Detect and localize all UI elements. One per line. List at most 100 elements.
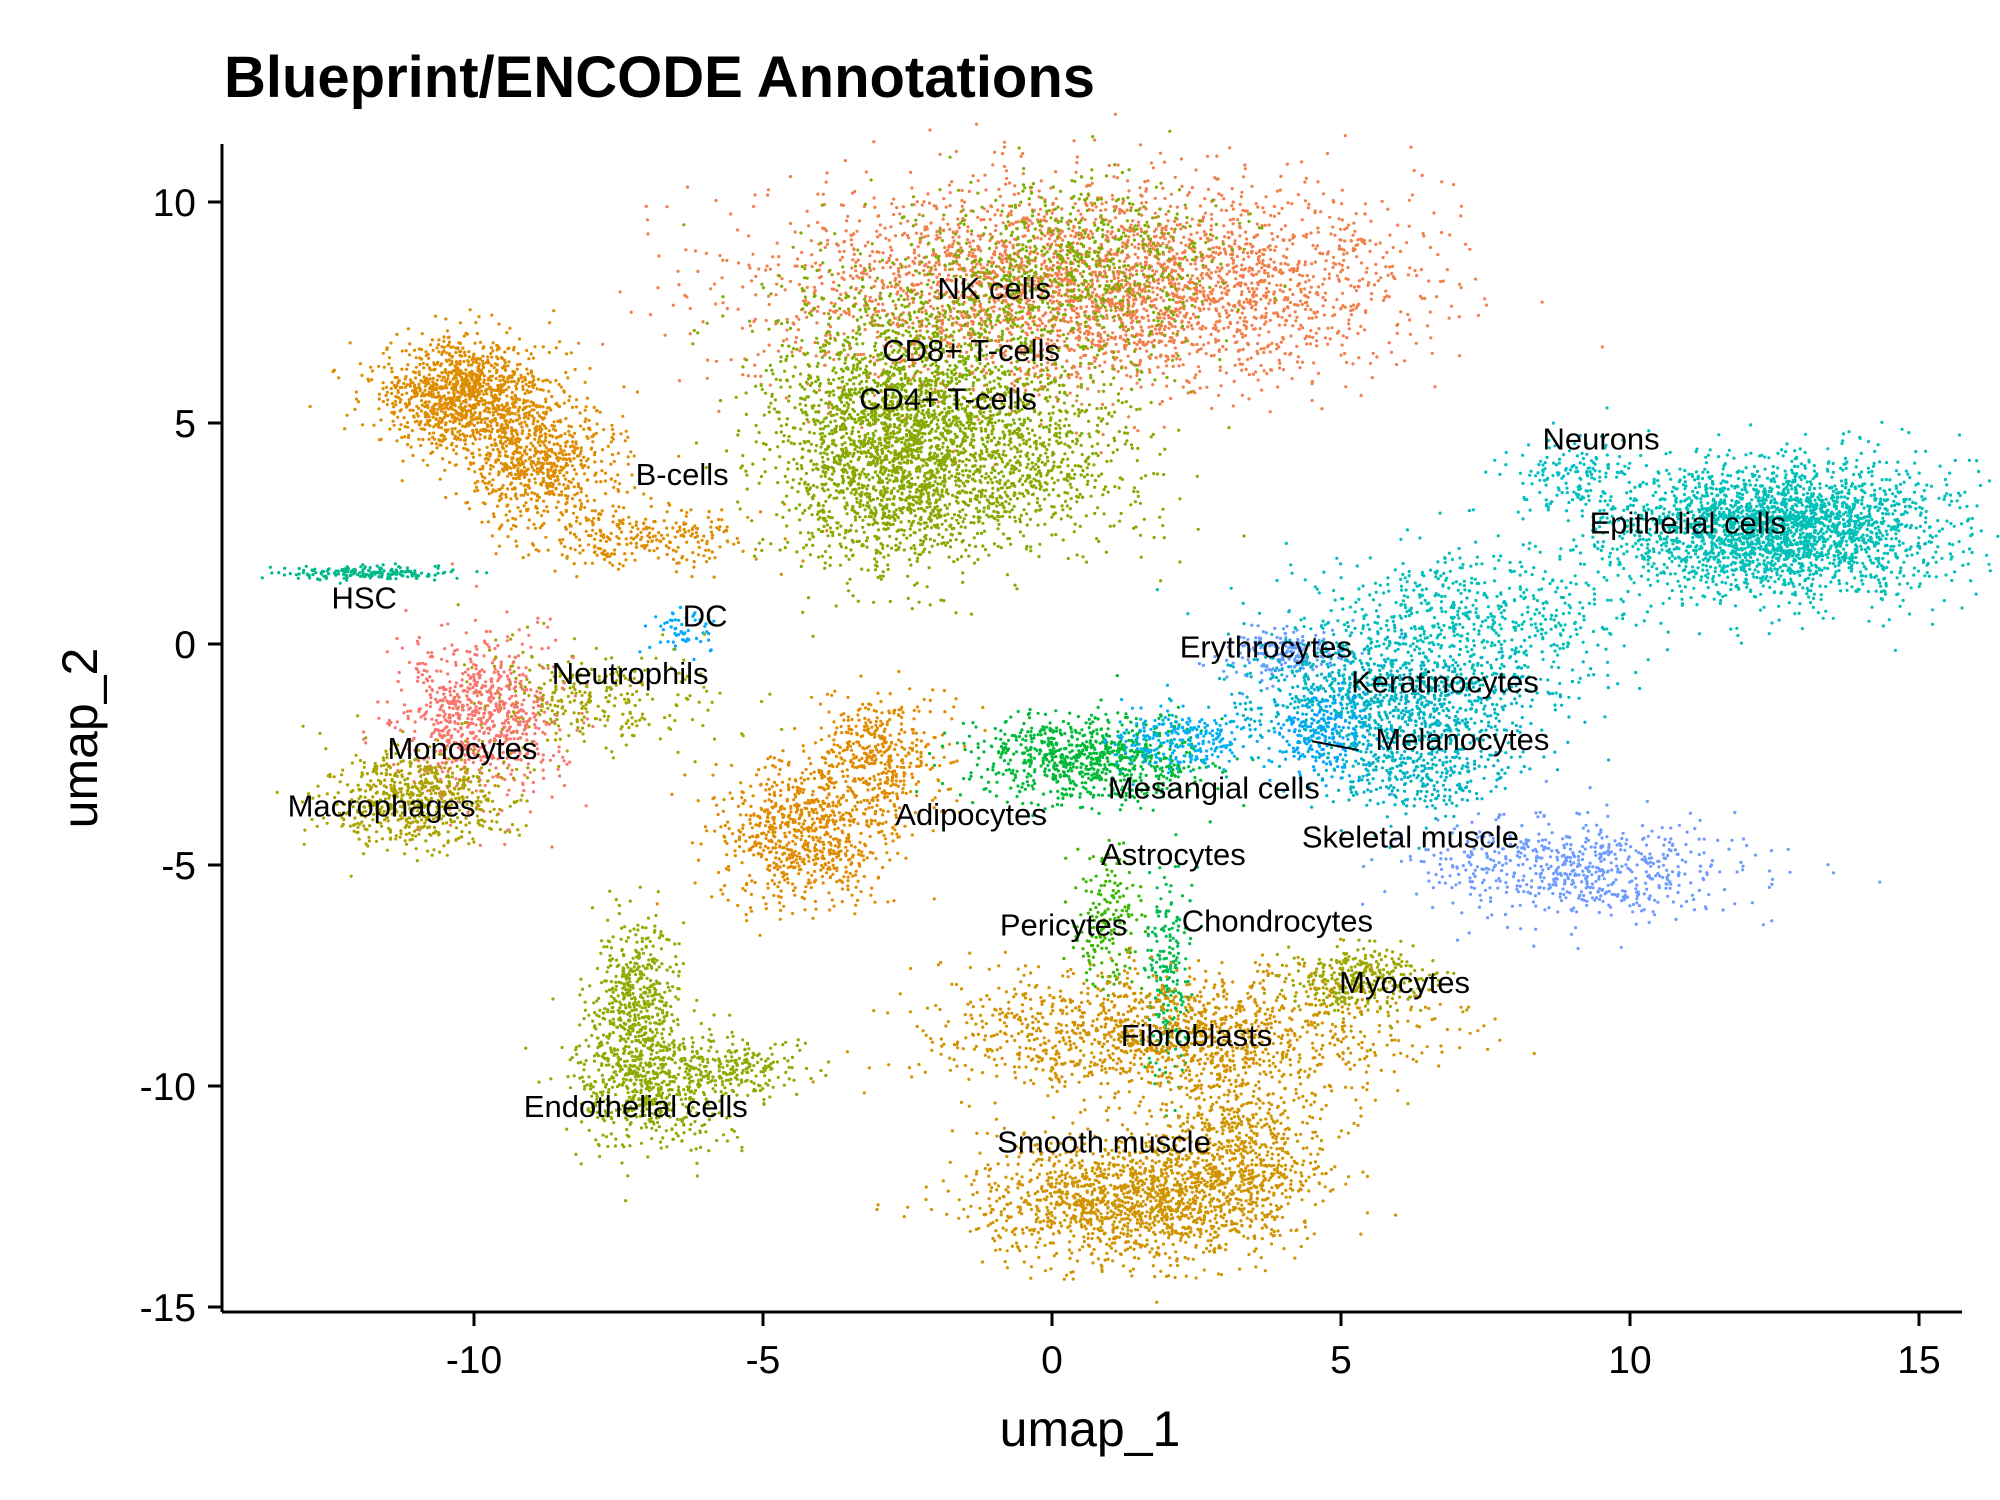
data-point — [820, 281, 824, 286]
data-point — [1331, 255, 1336, 259]
data-point — [1078, 364, 1082, 368]
data-point — [729, 212, 733, 216]
data-point — [935, 233, 939, 237]
data-point — [823, 363, 827, 367]
data-point — [1335, 274, 1339, 278]
data-point — [1022, 167, 1026, 171]
data-point — [1133, 282, 1137, 286]
data-point — [956, 316, 960, 321]
data-point — [1163, 325, 1167, 329]
data-point — [875, 229, 879, 233]
data-point — [1169, 316, 1174, 320]
data-point — [844, 296, 848, 300]
data-point — [1265, 264, 1269, 268]
data-point — [872, 196, 876, 200]
data-point — [1288, 314, 1292, 318]
data-point — [1072, 476, 1076, 480]
data-point — [1265, 372, 1269, 376]
data-point — [1104, 309, 1108, 313]
data-point — [1049, 216, 1053, 220]
data-point — [1012, 192, 1016, 197]
data-point — [868, 295, 872, 299]
data-point — [1264, 311, 1268, 315]
data-point — [1001, 221, 1005, 225]
data-point — [1063, 234, 1067, 238]
data-point — [1226, 301, 1230, 306]
data-point — [1089, 285, 1093, 289]
data-point — [827, 350, 831, 354]
data-point — [1167, 320, 1171, 324]
data-point — [967, 543, 972, 547]
data-point — [1237, 247, 1242, 251]
data-point — [1146, 179, 1150, 183]
data-point — [1085, 305, 1089, 309]
data-point — [1004, 182, 1008, 186]
data-point — [895, 323, 899, 327]
data-point — [1262, 252, 1266, 257]
data-point — [1116, 163, 1120, 167]
data-point — [1266, 274, 1271, 278]
data-point — [857, 291, 861, 295]
data-point — [1339, 307, 1343, 311]
data-point — [1097, 348, 1101, 352]
data-point — [974, 122, 979, 126]
data-point — [1159, 309, 1163, 313]
data-point — [1040, 253, 1044, 257]
data-point — [1022, 494, 1026, 498]
data-point — [869, 286, 874, 290]
data-point — [1079, 473, 1083, 477]
data-point — [1124, 256, 1128, 260]
data-point — [1296, 303, 1300, 307]
data-point — [940, 239, 945, 243]
data-point — [876, 323, 881, 327]
data-point — [1309, 308, 1313, 312]
data-point — [955, 444, 959, 448]
data-point — [998, 307, 1002, 311]
data-point — [904, 265, 908, 269]
data-point — [1286, 263, 1290, 267]
data-point — [969, 520, 973, 525]
data-point — [1172, 338, 1176, 342]
data-point — [1327, 276, 1331, 280]
data-point — [1160, 228, 1164, 232]
data-point — [1278, 366, 1282, 370]
data-point — [1172, 354, 1176, 358]
data-point — [852, 252, 856, 256]
data-point — [1048, 374, 1052, 378]
data-point — [1125, 179, 1130, 183]
data-point — [671, 303, 675, 307]
data-point — [967, 370, 972, 374]
data-point — [1033, 305, 1037, 309]
data-point — [1464, 242, 1468, 246]
data-point — [998, 252, 1002, 256]
data-point — [1285, 305, 1290, 309]
data-point — [1200, 271, 1204, 275]
data-point — [917, 456, 921, 460]
data-point — [1145, 309, 1149, 313]
data-point — [987, 313, 991, 317]
data-point — [1011, 418, 1016, 422]
data-point — [1168, 204, 1173, 208]
data-point — [725, 258, 729, 263]
data-point — [903, 305, 907, 309]
data-point — [705, 321, 709, 325]
data-point — [1279, 174, 1283, 178]
data-point — [968, 244, 972, 249]
data-point — [846, 335, 850, 339]
data-point — [788, 175, 793, 179]
data-point — [1002, 140, 1007, 144]
data-point — [1139, 193, 1143, 197]
data-point — [1122, 328, 1126, 332]
data-point — [1261, 206, 1265, 210]
data-point — [805, 418, 809, 422]
data-point — [1340, 291, 1345, 295]
data-point — [826, 330, 830, 334]
data-point — [1164, 224, 1168, 228]
data-point — [1153, 378, 1157, 382]
data-point — [801, 299, 806, 303]
data-point — [1110, 230, 1114, 234]
data-point — [1133, 294, 1137, 298]
data-point — [884, 314, 889, 318]
data-point — [676, 269, 680, 273]
data-point — [721, 314, 725, 318]
